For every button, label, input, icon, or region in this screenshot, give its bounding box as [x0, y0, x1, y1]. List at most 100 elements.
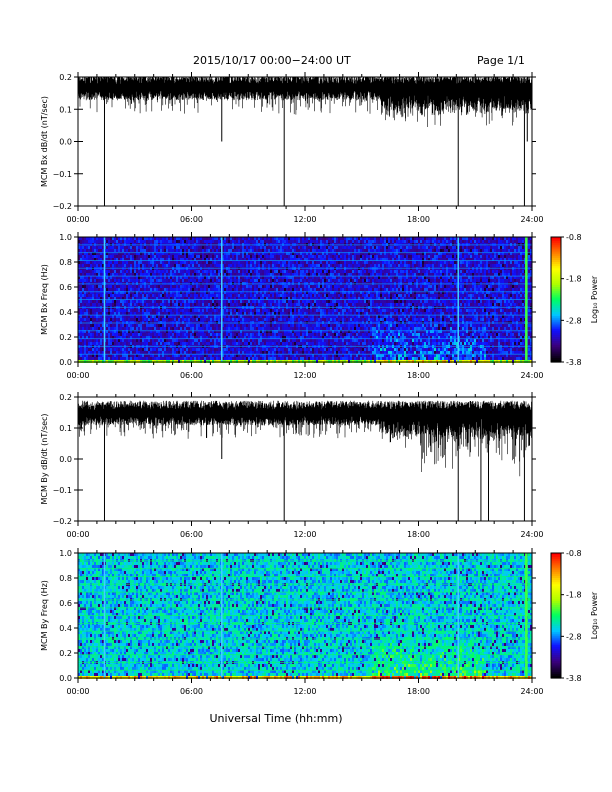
spectrogram-cell [120, 240, 122, 243]
spectrogram-cell [210, 351, 212, 354]
spectrogram-cell [192, 288, 194, 291]
spectrogram-cell [242, 264, 244, 267]
spectrogram-cell [258, 270, 260, 273]
spectrogram-cell [232, 240, 234, 243]
spectrogram-cell [288, 294, 290, 297]
spectrogram-cell [184, 309, 186, 312]
spectrogram-cell [122, 309, 124, 312]
spectrogram-cell [184, 285, 186, 288]
spectrogram-cell [210, 339, 212, 342]
spectrogram-cell [126, 348, 128, 351]
spectrogram-cell [142, 342, 144, 345]
spectrogram-cell [260, 327, 262, 330]
spectrogram-cell [82, 246, 84, 249]
spectrogram-cell [202, 261, 204, 264]
spectrogram-cell [238, 261, 240, 264]
spectrogram-cell [166, 333, 168, 336]
spectrogram-cell [110, 324, 112, 327]
spectrogram-cell [162, 240, 164, 243]
spectrogram-cell [236, 327, 238, 330]
spectrogram-cell [270, 348, 272, 351]
spectrogram-cell [268, 288, 270, 291]
spectrogram-cell [156, 357, 158, 360]
spectrogram-cell [214, 342, 216, 345]
spectrogram-cell [94, 348, 96, 351]
spectrogram-cell [230, 357, 232, 360]
spectrogram-cell [92, 324, 94, 327]
spectrogram-cell [234, 261, 236, 264]
spectrogram-cell [302, 309, 304, 312]
spectrogram-cell [236, 273, 238, 276]
spectrogram-cell [156, 342, 158, 345]
spectrogram-cell [110, 333, 112, 336]
spectrogram-cell [248, 294, 250, 297]
spectrogram-cell [278, 288, 280, 291]
spectrogram-cell [148, 312, 150, 315]
spectrogram-cell [140, 240, 142, 243]
spectrogram-cell [124, 348, 126, 351]
spectrogram-cell [134, 357, 136, 360]
spectrogram-cell [184, 270, 186, 273]
spectrogram-cell [88, 351, 90, 354]
spectrogram-cell [224, 357, 226, 360]
spectrogram-cell [204, 261, 206, 264]
spectrogram-cell [258, 342, 260, 345]
spectrogram-cell [240, 249, 242, 252]
spectrogram-cell [112, 357, 114, 360]
y-axis-label: MCM Bx dB/dt (nT/sec) [40, 96, 49, 187]
spectrogram-cell [290, 339, 292, 342]
spectrogram-cell [290, 288, 292, 291]
spectrogram-cell [240, 324, 242, 327]
spectrogram-cell [180, 255, 182, 258]
spectrogram-cell [144, 294, 146, 297]
spectrogram-cell [218, 264, 220, 267]
spectrogram-cell [280, 342, 282, 345]
spectrogram-cell [148, 270, 150, 273]
spectrogram-cell [198, 303, 200, 306]
spectrogram-cell [278, 255, 280, 258]
spectrogram-cell [174, 312, 176, 315]
spectrogram-cell [214, 303, 216, 306]
spectrogram-cell [110, 318, 112, 321]
spectrogram-cell [206, 273, 208, 276]
spectrogram-cell [224, 294, 226, 297]
spectrogram-cell [80, 264, 82, 267]
spectrogram-cell [178, 285, 180, 288]
spectrogram-cell [170, 270, 172, 273]
spectrogram-cell [158, 342, 160, 345]
spectrogram-cell [96, 342, 98, 345]
spectrogram-cell [306, 288, 308, 291]
spectrogram-cell [280, 339, 282, 342]
spectrogram-cell [228, 351, 230, 354]
spectrogram-cell [258, 357, 260, 360]
spectrogram-cell [188, 357, 190, 360]
spectrogram-cell [294, 288, 296, 291]
spectrogram-cell [140, 288, 142, 291]
spectrogram-cell [280, 240, 282, 243]
spectrogram-cell [238, 270, 240, 273]
spectrogram-cell [136, 255, 138, 258]
spectrogram-cell [218, 294, 220, 297]
spectrogram-cell [244, 288, 246, 291]
spectrogram-cell [298, 333, 300, 336]
spectrogram-cell [292, 249, 294, 252]
spectrogram-cell [196, 294, 198, 297]
spectrogram-cell [290, 279, 292, 282]
spectrogram-cell [182, 312, 184, 315]
spectrogram-cell [282, 279, 284, 282]
spectrogram-cell [160, 333, 162, 336]
spectrogram-cell [106, 279, 108, 282]
spectrogram-cell [196, 288, 198, 291]
spectrogram-cell [240, 279, 242, 282]
spectrogram-cell [236, 240, 238, 243]
spectrogram-cell [254, 285, 256, 288]
spectrogram-cell [136, 279, 138, 282]
spectrogram-cell [116, 348, 118, 351]
spectrogram-cell [252, 288, 254, 291]
spectrogram-cell [238, 342, 240, 345]
spectrogram-cell [248, 351, 250, 354]
spectrogram-cell [302, 300, 304, 303]
spectrogram-cell [226, 339, 228, 342]
spectrogram-cell [182, 351, 184, 354]
spectrogram-cell [180, 333, 182, 336]
